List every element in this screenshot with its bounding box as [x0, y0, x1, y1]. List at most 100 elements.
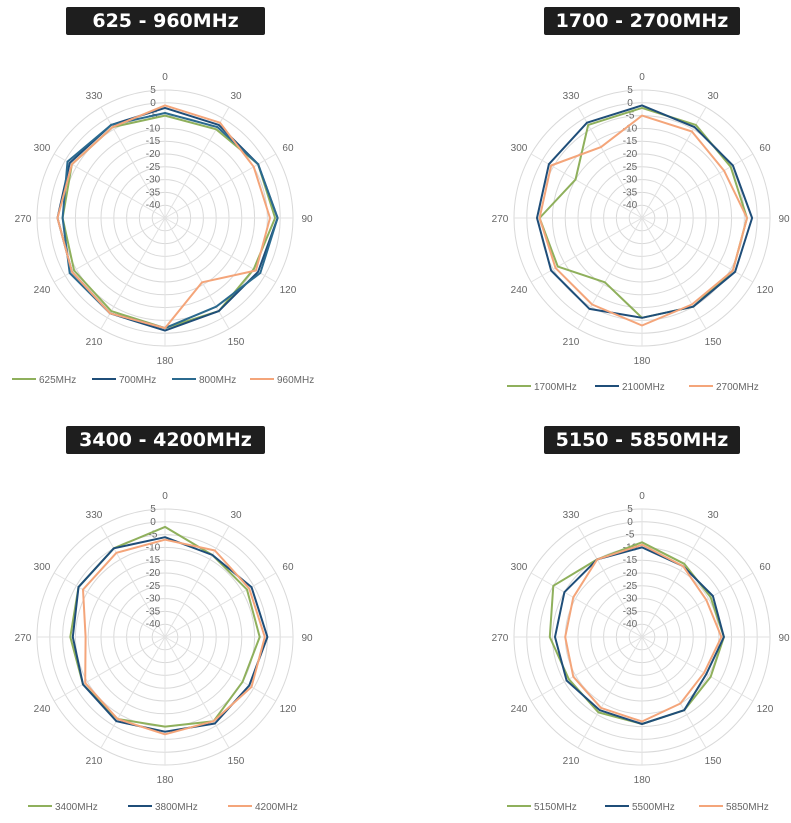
radial-tick-label: -15 [623, 136, 638, 147]
angle-label: 150 [228, 756, 245, 767]
angle-label: 90 [301, 214, 313, 225]
grid-spoke [164, 572, 277, 638]
grid-spoke [641, 572, 754, 638]
grid-spoke [577, 525, 643, 638]
radial-tick-label: -40 [623, 200, 638, 211]
angle-label: 0 [162, 491, 168, 502]
grid-spoke [164, 525, 230, 638]
angle-label: 240 [34, 285, 51, 296]
radial-tick-label: -35 [146, 606, 161, 617]
grid-spoke [530, 572, 643, 638]
radial-tick-label: 0 [150, 517, 156, 528]
angle-label: 210 [86, 756, 103, 767]
angle-label: 210 [563, 337, 580, 348]
radial-tick-label: -5 [626, 530, 635, 541]
series-line-960MHz [56, 104, 271, 330]
angle-label: 210 [86, 337, 103, 348]
radial-tick-label: -10 [623, 123, 638, 134]
angle-label: 0 [639, 72, 645, 83]
legend-label: 3800MHz [155, 802, 198, 813]
grid-spoke [530, 636, 643, 702]
legend-label: 3400MHz [55, 802, 98, 813]
angle-label: 150 [705, 756, 722, 767]
radial-tick-label: -30 [623, 594, 638, 605]
angle-label: 0 [639, 491, 645, 502]
radial-tick-label: -15 [146, 555, 161, 566]
radial-tick-label: -15 [146, 136, 161, 147]
angle-label: 120 [280, 285, 297, 296]
angle-label: 300 [34, 562, 51, 573]
angle-label: 270 [15, 214, 32, 225]
radial-tick-label: -5 [149, 530, 158, 541]
grid-spoke [641, 217, 707, 330]
series-line-3800MHz [71, 536, 269, 733]
radial-tick-label: -10 [146, 123, 161, 134]
chart-title: 5150 - 5850MHz [544, 426, 740, 454]
angle-label: 120 [280, 704, 297, 715]
angle-label: 330 [86, 91, 103, 102]
chart-panel-3: 3400 - 4200MHz 0 30 60 90 120 150 180 210 240 270… [0, 409, 395, 818]
legend-label: 800MHz [199, 375, 236, 386]
radial-tick-label: -40 [146, 619, 161, 630]
angle-label: 150 [705, 337, 722, 348]
legend-label: 1700MHz [534, 382, 577, 393]
radial-tick-label: 5 [627, 504, 633, 515]
radial-tick-label: -15 [623, 555, 638, 566]
chart-panel-4: 5150 - 5850MHz 0 30 60 90 120 150 180 210 240 270… [395, 409, 790, 818]
radial-tick-label: 0 [627, 98, 633, 109]
grid-spoke [641, 153, 754, 219]
grid-spoke [641, 636, 754, 702]
grid-spoke [100, 525, 166, 638]
grid-spoke [53, 217, 166, 283]
radial-tick-label: -20 [623, 149, 638, 160]
grid-spoke [53, 572, 166, 638]
radial-tick-label: -35 [623, 187, 638, 198]
radial-tick-label: -30 [146, 594, 161, 605]
grid-spoke [164, 636, 277, 702]
angle-label: 300 [34, 143, 51, 154]
angle-label: 60 [282, 562, 294, 573]
angle-label: 240 [511, 285, 528, 296]
series-line-5500MHz [554, 546, 725, 725]
angle-label: 60 [759, 143, 771, 154]
grid-spoke [164, 217, 277, 283]
legend-label: 5850MHz [726, 802, 769, 813]
angle-label: 30 [230, 510, 242, 521]
angle-label: 300 [511, 143, 528, 154]
radial-tick-label: -10 [146, 542, 161, 553]
angle-label: 330 [86, 510, 103, 521]
polar-chart-4: 030609012015018021024027030033050-5-10-1… [492, 491, 790, 813]
grid-spoke [641, 636, 707, 749]
legend-label: 5500MHz [632, 802, 675, 813]
legend-label: 960MHz [277, 375, 314, 386]
angle-label: 180 [157, 775, 174, 786]
polar-chart-1: 030609012015018021024027030033050-5-10-1… [12, 72, 314, 386]
chart-panel-1: 625 - 960MHz 0 30 60 90 120 150 180 210 240 270 30… [0, 0, 395, 409]
radial-tick-label: -20 [146, 149, 161, 160]
radial-tick-label: -20 [146, 568, 161, 579]
radial-tick-label: -40 [146, 200, 161, 211]
angle-label: 270 [492, 214, 509, 225]
series-line-4200MHz [82, 538, 266, 736]
radial-tick-label: -35 [623, 606, 638, 617]
grid-spoke [164, 217, 230, 330]
legend-label: 4200MHz [255, 802, 298, 813]
angle-label: 330 [563, 91, 580, 102]
chart-title: 3400 - 4200MHz [66, 426, 265, 454]
chart-panel-2: 1700 - 2700MHz 0 30 60 90 120 150 180 210 240 270… [395, 0, 790, 409]
angle-label: 210 [563, 756, 580, 767]
legend-label: 2100MHz [622, 382, 665, 393]
angle-label: 90 [778, 633, 790, 644]
radial-tick-label: 0 [150, 98, 156, 109]
legend-label: 2700MHz [716, 382, 759, 393]
grid-spoke [100, 636, 166, 749]
radial-tick-label: -40 [623, 619, 638, 630]
angle-label: 0 [162, 72, 168, 83]
radial-tick-label: 5 [627, 85, 633, 96]
angle-label: 300 [511, 562, 528, 573]
polar-chart-2: 030609012015018021024027030033050-5-10-1… [492, 72, 790, 393]
series-line-2700MHz [538, 114, 748, 327]
angle-label: 330 [563, 510, 580, 521]
grid-spoke [530, 217, 643, 283]
legend-label: 700MHz [119, 375, 156, 386]
